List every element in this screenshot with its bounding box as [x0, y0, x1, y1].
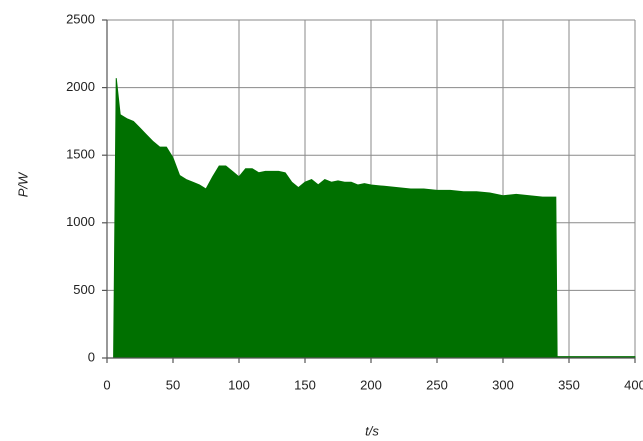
- x-tick-label: 0: [103, 377, 110, 392]
- y-tick-label: 2000: [66, 79, 95, 94]
- y-tick-label: 2500: [66, 11, 95, 26]
- y-tick-label: 1000: [66, 214, 95, 229]
- x-tick-label: 250: [426, 377, 448, 392]
- y-tick-label: 1500: [66, 147, 95, 162]
- area: [113, 78, 636, 359]
- x-tick-label: 200: [360, 377, 382, 392]
- axes: 0 500 1000 1500 2000 2500 0 50 100 150 200 250 300 35…: [66, 11, 643, 392]
- x-axis-label: t/s: [365, 423, 379, 438]
- x-tick-label: 50: [166, 377, 180, 392]
- y-axis-label: P/W: [15, 171, 30, 197]
- y-tick-label: 500: [73, 282, 95, 297]
- plot: [113, 78, 636, 359]
- x-tick-label: 150: [294, 377, 316, 392]
- x-tick-label: 100: [228, 377, 250, 392]
- x-tick-label: 400: [624, 377, 643, 392]
- y-tick-label: 0: [88, 349, 95, 364]
- x-tick-label: 350: [558, 377, 580, 392]
- x-tick-label: 300: [492, 377, 514, 392]
